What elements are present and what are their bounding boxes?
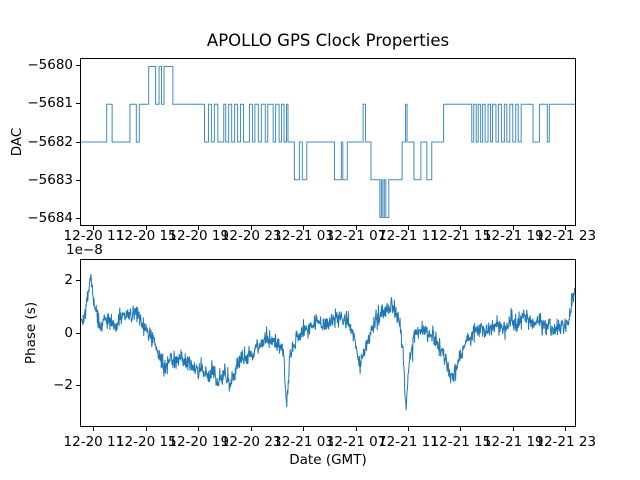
top-axes-x-tick-mark — [355, 226, 357, 230]
bottom-axes-y-tick-mark — [76, 280, 80, 282]
bottom-axes-x-tick-label: 12-20 19 — [168, 434, 230, 450]
top-axes-y-tick-mark — [76, 141, 80, 143]
top-axes-x-tick-label: 12-20 23 — [220, 228, 282, 244]
bottom-axes-y-tick-label: −2 — [53, 376, 73, 393]
top-axes-x-tick-label: 12-21 23 — [535, 228, 597, 244]
top-axes-y-tick-mark — [76, 179, 80, 181]
dac-step-line — [81, 66, 575, 218]
bottom-axes-x-tick-mark — [565, 427, 567, 431]
bottom-axes-phase-plot — [80, 259, 576, 427]
bottom-axes-x-tick-label: 12-21 19 — [482, 434, 544, 450]
bottom-axes-x-tick-label: 12-20 15 — [115, 434, 177, 450]
x-axis-label: Date (GMT) — [289, 452, 367, 468]
bottom-axes-x-tick-mark — [512, 427, 514, 431]
top-axes-x-tick-label: 12-20 15 — [115, 228, 177, 244]
y-axis-offset-exponent: 1e−8 — [66, 242, 103, 258]
top-axes-y-tick-label: −5680 — [27, 57, 73, 74]
bottom-axes-y-tick-label: 2 — [64, 272, 73, 289]
top-axes-y-tick-label: −5683 — [27, 171, 73, 188]
bottom-axes-x-tick-label: 12-20 23 — [220, 434, 282, 450]
top-axes-x-tick-label: 12-21 07 — [325, 228, 387, 244]
top-axes-x-tick-mark — [198, 226, 200, 230]
top-axes-y-tick-label: −5681 — [27, 95, 73, 112]
bottom-axes-y-tick-mark — [76, 384, 80, 386]
bottom-axes-x-tick-label: 12-21 03 — [273, 434, 334, 450]
top-axes-x-tick-mark — [250, 226, 252, 230]
bottom-axes-x-tick-label: 12-21 07 — [325, 434, 387, 450]
top-axes-y-tick-label: −5682 — [27, 133, 73, 150]
top-axes-dac-step-plot — [80, 58, 576, 226]
bottom-axes-y-tick-mark — [76, 332, 80, 334]
top-axes-x-tick-mark — [407, 226, 409, 230]
bottom-axes-x-tick-label: 12-21 23 — [535, 434, 597, 450]
bottom-axes-x-tick-mark — [250, 427, 252, 431]
bottom-axes-x-tick-mark — [460, 427, 462, 431]
bottom-axes-x-tick-mark — [355, 427, 357, 431]
bottom-axes-x-tick-mark — [303, 427, 305, 431]
bottom-axes-x-tick-label: 12-21 15 — [430, 434, 492, 450]
bottom-axes-x-tick-mark — [145, 427, 147, 431]
top-axes-y-tick-mark — [76, 103, 80, 105]
top-axes-x-tick-mark — [565, 226, 567, 230]
top-axes-y-tick-mark — [76, 217, 80, 219]
top-axes-x-tick-mark — [93, 226, 95, 230]
bottom-axes-x-tick-mark — [407, 427, 409, 431]
bottom-axes-x-tick-mark — [93, 427, 95, 431]
top-axes-x-tick-label: 12-21 11 — [378, 228, 439, 244]
top-axes-x-tick-label: 12-20 11 — [63, 228, 125, 244]
chart-title: APOLLO GPS Clock Properties — [206, 31, 450, 50]
phase-noise-line — [81, 274, 575, 411]
top-axes-x-tick-label: 12-21 03 — [273, 228, 334, 244]
top-axes-x-tick-label: 12-21 15 — [430, 228, 492, 244]
top-axes-x-tick-label: 12-21 19 — [482, 228, 544, 244]
top-axes-x-tick-mark — [512, 226, 514, 230]
bottom-axes-x-tick-mark — [198, 427, 200, 431]
top-axes-y-tick-label: −5684 — [27, 209, 73, 226]
top-axes-x-tick-label: 12-20 19 — [168, 228, 230, 244]
top-axes-x-tick-mark — [145, 226, 147, 230]
top-axes-y-tick-mark — [76, 65, 80, 67]
bottom-axes-y-tick-label: 0 — [64, 324, 73, 341]
top-axes-x-tick-mark — [303, 226, 305, 230]
top-axes-x-tick-mark — [460, 226, 462, 230]
bottom-axes-x-tick-label: 12-21 11 — [378, 434, 439, 450]
bottom-axes-x-tick-label: 12-20 11 — [63, 434, 125, 450]
